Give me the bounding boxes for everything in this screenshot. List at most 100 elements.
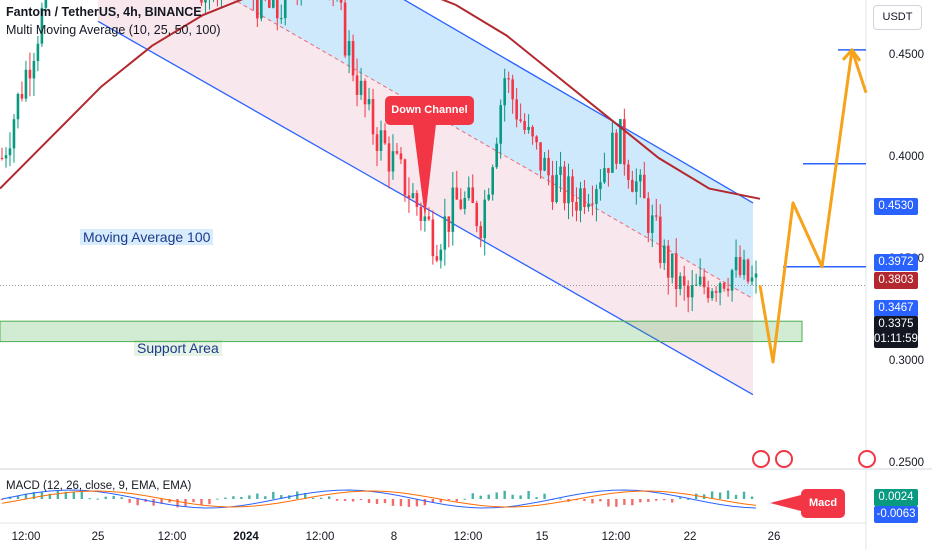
us-flag-event-icon[interactable] <box>858 450 876 468</box>
currency-button[interactable]: USDT <box>873 5 922 30</box>
candle-body <box>355 75 359 95</box>
x-tick-label: 12:00 <box>453 531 483 543</box>
macd-histogram-bar <box>495 492 498 499</box>
macd-histogram-bar <box>583 499 586 502</box>
projection-path <box>758 48 868 364</box>
macd-line <box>1 489 757 509</box>
macd-histogram-bar <box>16 495 20 499</box>
candle-body <box>343 2 347 56</box>
candle-body <box>455 187 459 200</box>
candle-body <box>563 166 566 204</box>
chart-title: Fantom / TetherUS, 4h, BINANCE <box>6 5 202 19</box>
candle-body <box>686 285 690 298</box>
candle-body <box>559 166 562 175</box>
candle-body <box>267 0 271 8</box>
macd-histogram-bar <box>655 499 658 501</box>
candle-body <box>407 195 411 198</box>
candle-body <box>439 249 443 261</box>
macd-histogram-bar <box>248 495 251 499</box>
candle-body <box>595 189 598 204</box>
macd-callout: Macd <box>801 489 845 518</box>
candle-body <box>623 119 626 165</box>
level-price-tag: 0.3467 <box>874 300 918 317</box>
candle-body <box>483 199 487 239</box>
candle-body <box>20 93 24 99</box>
candle-body <box>670 253 674 278</box>
macd-histogram-bar <box>718 492 722 499</box>
candle-body <box>44 0 48 8</box>
candle-body <box>619 119 622 164</box>
down-channel-pointer <box>413 124 436 218</box>
candle-body <box>543 157 546 171</box>
macd-histogram-bar <box>232 496 235 499</box>
indicator-label: Multi Moving Average (10, 25, 50, 100) <box>6 23 221 37</box>
macd-histogram-bar <box>734 494 738 499</box>
candle-body <box>200 0 203 3</box>
macd-value-tag: 0.0024 <box>874 489 918 506</box>
candle-body <box>515 99 518 120</box>
candle-body <box>447 216 451 232</box>
macd-histogram-bar <box>280 495 283 499</box>
macd-histogram-bar <box>591 499 594 504</box>
target-price-tag-1: 0.4530 <box>874 198 918 215</box>
macd-histogram-bar <box>335 499 339 501</box>
candle-body <box>607 168 610 173</box>
candle-body <box>283 0 287 19</box>
candle-body <box>36 43 40 62</box>
x-tick-label: 22 <box>683 531 697 543</box>
signal-line <box>1 490 757 508</box>
x-tick-label: 26 <box>767 531 781 543</box>
candle-body <box>271 0 275 8</box>
candle-body <box>730 270 734 291</box>
ma-price-tag: 0.3803 <box>874 272 918 289</box>
candle-body <box>567 176 570 204</box>
candle-body <box>375 134 379 151</box>
macd-histogram-bar <box>343 499 347 501</box>
macd-histogram-bar <box>0 499 4 500</box>
macd-histogram-bar <box>647 499 650 502</box>
candle-body <box>435 256 439 261</box>
macd-histogram-bar <box>750 496 754 499</box>
candle-body <box>726 288 730 291</box>
candle-body <box>12 119 16 149</box>
macd-histogram-bar <box>686 498 690 500</box>
candle-body <box>379 130 383 151</box>
macd-histogram-bar <box>631 499 634 506</box>
macd-histogram-bar <box>679 497 682 499</box>
macd-histogram-bar <box>511 494 514 499</box>
macd-histogram-bar <box>623 499 626 505</box>
current-price-tag: 0.3375 <box>874 316 918 333</box>
macd-histogram-bar <box>80 491 83 499</box>
candle-body <box>587 203 590 208</box>
candle-body <box>527 126 530 130</box>
us-flag-event-icon[interactable] <box>752 450 770 468</box>
macd-histogram-bar <box>192 499 195 503</box>
candle-body <box>463 198 467 209</box>
candle-body <box>531 126 534 137</box>
us-flag-event-icon[interactable] <box>775 450 793 468</box>
macd-histogram-bar <box>543 493 546 499</box>
candle-body <box>499 105 502 144</box>
candle-body <box>351 41 355 76</box>
macd-histogram-bar <box>200 499 203 506</box>
macd-histogram-bar <box>72 492 76 499</box>
macd-histogram-bar <box>527 490 530 499</box>
macd-histogram-bar <box>136 499 139 506</box>
candle-body <box>535 136 538 143</box>
macd-histogram-bar <box>423 499 427 506</box>
x-tick-label: 12:00 <box>11 531 41 543</box>
macd-histogram-bar <box>607 499 610 507</box>
candle-body <box>750 277 754 282</box>
macd-histogram-bar <box>240 496 243 499</box>
support-zone <box>0 320 803 343</box>
macd-histogram-bar <box>128 499 131 503</box>
candle-body <box>275 0 279 19</box>
macd-histogram-bar <box>56 490 60 499</box>
candle-body <box>371 99 375 135</box>
candle-body <box>555 174 558 203</box>
candle-body <box>571 176 574 203</box>
candle-body <box>539 142 542 171</box>
candle-body <box>279 18 283 20</box>
candle-body <box>650 215 654 233</box>
